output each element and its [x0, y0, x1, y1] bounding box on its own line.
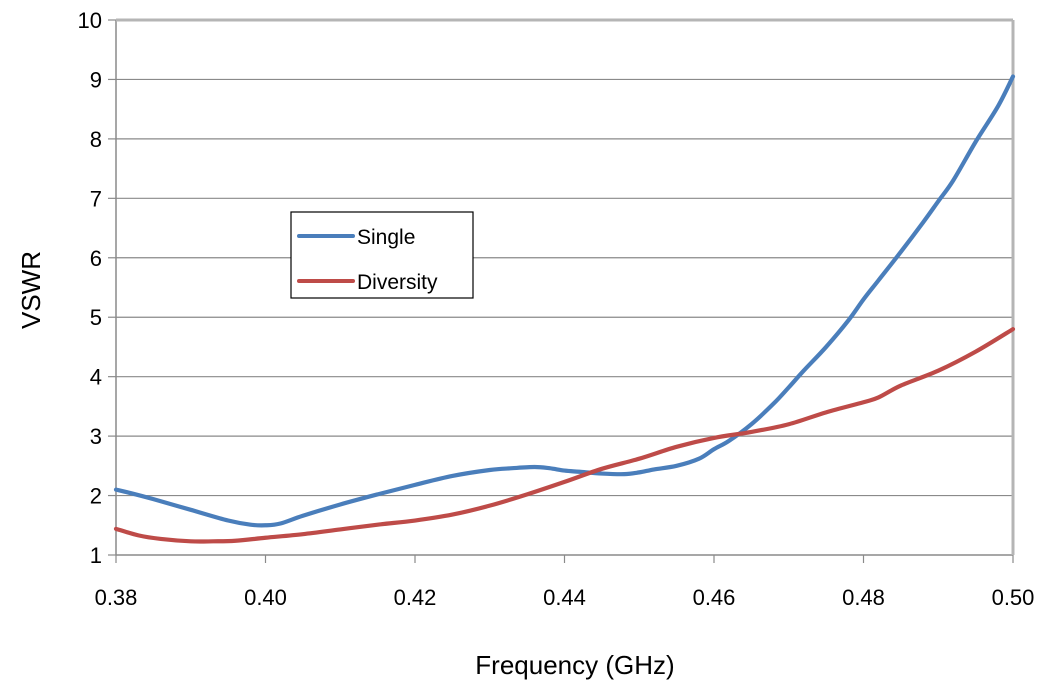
- x-tick-label: 0.46: [693, 585, 736, 610]
- x-tick-label: 0.42: [394, 585, 437, 610]
- x-tick-label: 0.44: [543, 585, 586, 610]
- legend-label-diversity: Diversity: [357, 271, 438, 294]
- x-tick-label: 0.38: [95, 585, 138, 610]
- x-tick-label: 0.40: [244, 585, 287, 610]
- legend-box: [290, 211, 474, 299]
- y-tick-label: 9: [90, 67, 102, 92]
- y-axis-title: VSWR: [16, 251, 46, 329]
- x-axis-title: Frequency (GHz): [475, 650, 674, 680]
- y-tick-label: 8: [90, 127, 102, 152]
- y-tick-label: 2: [90, 484, 102, 509]
- series-line-single: [113, 74, 1016, 528]
- y-tick-label: 10: [78, 8, 102, 33]
- y-tick-label: 5: [90, 305, 102, 330]
- legend-label-single: Single: [357, 226, 415, 249]
- series-line-diversity: [113, 327, 1016, 544]
- grid-lines: [116, 19, 1013, 497]
- y-tick-label: 1: [90, 543, 102, 568]
- x-tick-label: 0.48: [842, 585, 885, 610]
- y-tick-labels: 1 2 3 4 5 6 7 8 9 10: [78, 8, 102, 568]
- series-lines: [113, 74, 1016, 544]
- y-tick-label: 6: [90, 246, 102, 271]
- legend: Single Diversity: [290, 211, 474, 299]
- x-tick-labels: 0.38 0.40 0.42 0.44 0.46 0.48 0.50: [95, 585, 1035, 610]
- axes: [108, 18, 1015, 563]
- y-tick-label: 4: [90, 365, 102, 390]
- y-tick-label: 7: [90, 186, 102, 211]
- x-tick-label: 0.50: [992, 585, 1035, 610]
- y-tick-label: 3: [90, 424, 102, 449]
